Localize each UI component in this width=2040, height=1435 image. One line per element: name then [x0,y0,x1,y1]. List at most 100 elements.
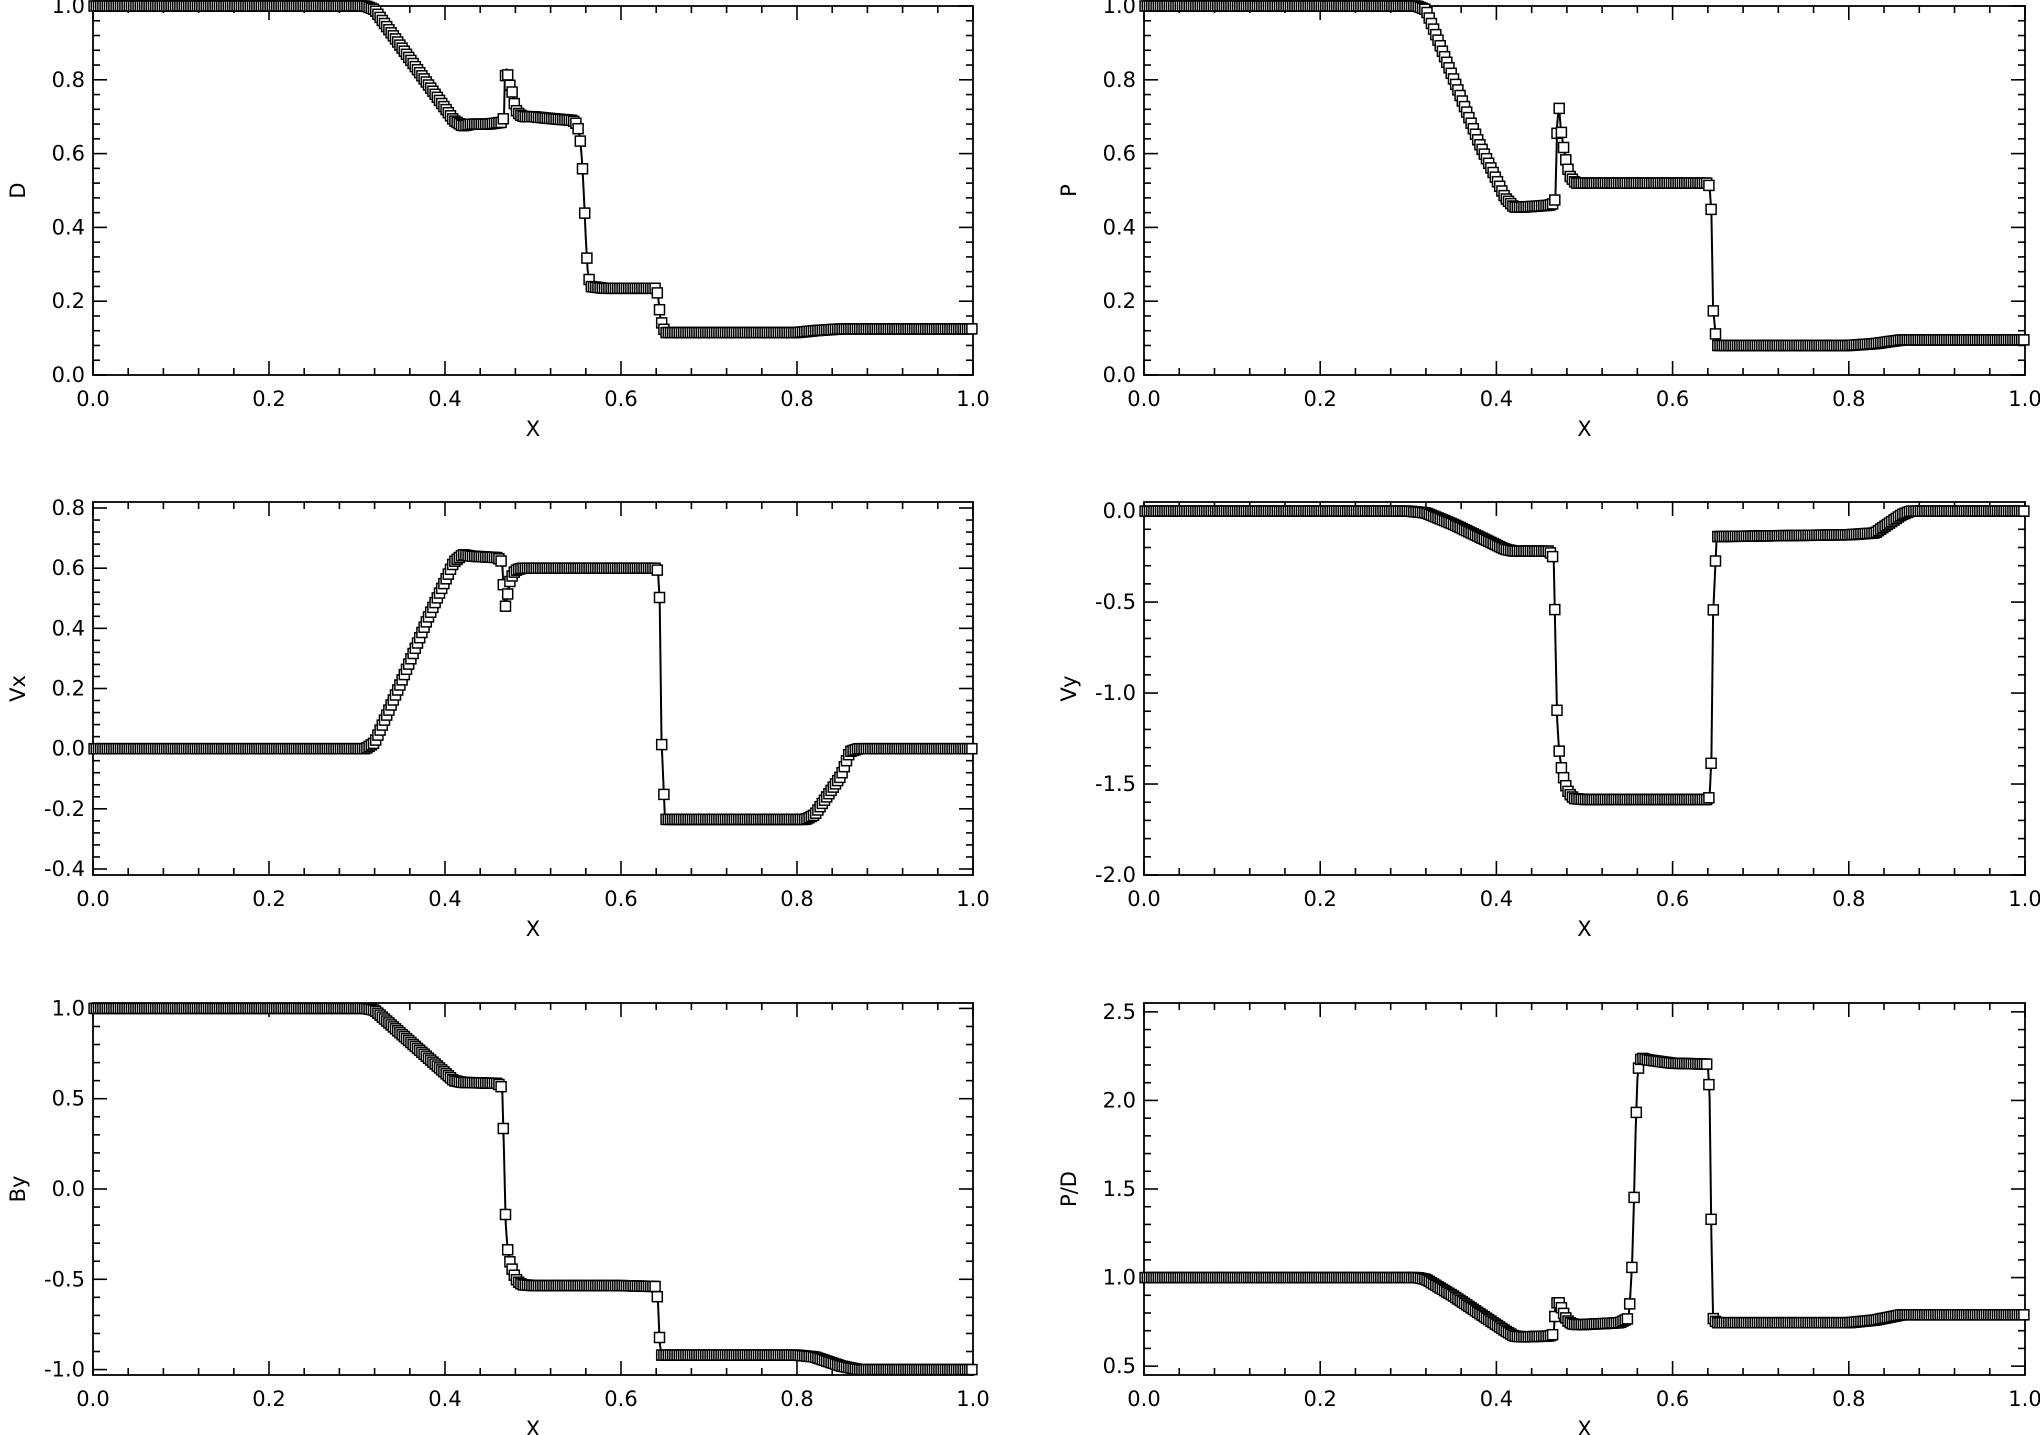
y-axis-label: D [6,182,30,198]
y-tick-label: -0.5 [44,1267,85,1291]
data-point [966,742,978,755]
data-point [653,303,666,316]
x-axis-label: X [526,917,540,941]
data-point [497,113,510,125]
data-point [1555,126,1568,139]
x-tick-label: 0.8 [1832,387,1865,411]
data-point [2018,334,2030,346]
data-point [1549,194,1561,206]
data-point [499,1208,512,1221]
y-tick-label: -1.5 [1095,772,1136,796]
x-tick-label: 0.0 [1127,1387,1160,1411]
x-tick-label: 0.2 [1303,1387,1336,1411]
y-axis-label: P [1057,184,1081,197]
data-point [653,1331,666,1344]
x-axis-label: X [1577,417,1591,441]
x-tick-label: 0.4 [428,887,461,911]
y-tick-label: 0.4 [52,215,85,239]
x-tick-label: 1.0 [2008,387,2040,411]
y-tick-label: -0.5 [1095,590,1136,614]
chart-panel-6: 0.0 0.2 0.4 0.6 0.8 1.0 0.5 1.0 1.5 2.0 2.5 X P/D [1057,1000,2040,1435]
y-tick-label: 1.5 [1103,1177,1136,1201]
y-tick-label: -0.2 [44,797,85,821]
x-tick-label: 0.4 [1480,1387,1513,1411]
data-point [2018,1309,2030,1321]
data-point [649,1280,661,1293]
data-point [651,564,664,576]
data-point [1626,1261,1638,1274]
x-tick-label: 0.2 [252,887,285,911]
data-point [581,252,593,264]
marker-group [1139,1052,2030,1343]
data-point [2018,505,2030,517]
x-tick-label: 0.6 [1656,887,1689,911]
x-tick-label: 0.8 [1832,1387,1865,1411]
y-tick-label: 0.0 [1103,499,1136,523]
x-tick-label: 0.0 [76,887,109,911]
y-tick-label: 2.0 [1103,1088,1136,1112]
chart-panel-3: 0.0 0.2 0.4 0.6 0.8 1.0 -0.4 -0.2 0.0 0.2 0.4 0.6 0.… [6,496,990,941]
y-tick-label: 0.5 [1103,1354,1136,1378]
data-point [499,600,512,612]
chart-panel-4: 0.0 0.2 0.4 0.6 0.8 1.0 -2.0 -1.5 -1.0 -0.5 0.0 X Vy [1057,499,2040,941]
data-point [501,69,514,81]
x-tick-label: 0.8 [1832,887,1865,911]
y-tick-label: 0.0 [1103,363,1136,387]
marker-group [1139,0,2030,352]
plot-frame [1143,501,2026,876]
y-tick-label: -0.4 [44,857,85,881]
data-point [1623,1298,1636,1310]
data-point [1709,555,1722,567]
x-tick-label: 0.6 [604,1387,637,1411]
chart-panel-5: 0.0 0.2 0.4 0.6 0.8 1.0 -1.0 -0.5 0.0 0.5 1.0 X By [6,996,990,1435]
x-axis-label: X [526,417,540,441]
x-tick-label: 0.2 [1303,887,1336,911]
x-tick-label: 1.0 [956,1387,989,1411]
y-tick-label: 0.2 [52,677,85,701]
data-point [495,555,507,567]
x-tick-label: 0.0 [1127,387,1160,411]
data-point [1703,792,1715,804]
x-tick-label: 0.4 [1480,887,1513,911]
data-point [1553,745,1565,757]
y-tick-label: 0.6 [1103,142,1136,166]
data-point [572,122,584,135]
data-point [1549,603,1561,616]
data-point [1621,1313,1634,1325]
y-tick-label: 0.6 [52,142,85,166]
x-tick-label: 1.0 [2008,1387,2040,1411]
y-tick-label: 0.8 [52,68,85,92]
data-point [1560,154,1572,166]
y-tick-label: 0.4 [52,616,85,640]
data-point [495,1080,507,1093]
y-tick-label: -2.0 [1095,863,1136,887]
marker-group [88,549,978,826]
y-tick-label: 1.0 [52,0,85,18]
data-point [506,86,518,98]
x-tick-label: 0.8 [780,1387,813,1411]
data-point [497,1122,510,1135]
x-tick-label: 0.8 [780,887,813,911]
y-tick-label: 0.0 [52,1177,85,1201]
data-point [578,207,591,219]
data-point [1555,762,1568,774]
x-tick-label: 0.2 [1303,387,1336,411]
x-tick-label: 0.6 [604,387,637,411]
data-point [1705,203,1717,216]
x-tick-label: 0.6 [1656,1387,1689,1411]
data-point [655,738,668,751]
y-tick-label: -1.0 [1095,681,1136,705]
y-tick-label: 1.0 [52,996,85,1020]
plot-frame [92,5,974,376]
x-tick-label: 0.2 [252,387,285,411]
data-point [1546,1328,1559,1341]
y-tick-label: 0.2 [1103,289,1136,313]
y-tick-label: -1.0 [44,1358,85,1382]
x-axis-label: X [1577,917,1591,941]
data-point [653,591,666,604]
x-tick-label: 0.2 [252,1387,285,1411]
y-tick-label: 0.8 [52,496,85,520]
y-axis-label: Vy [1057,675,1081,701]
x-tick-label: 0.8 [780,387,813,411]
